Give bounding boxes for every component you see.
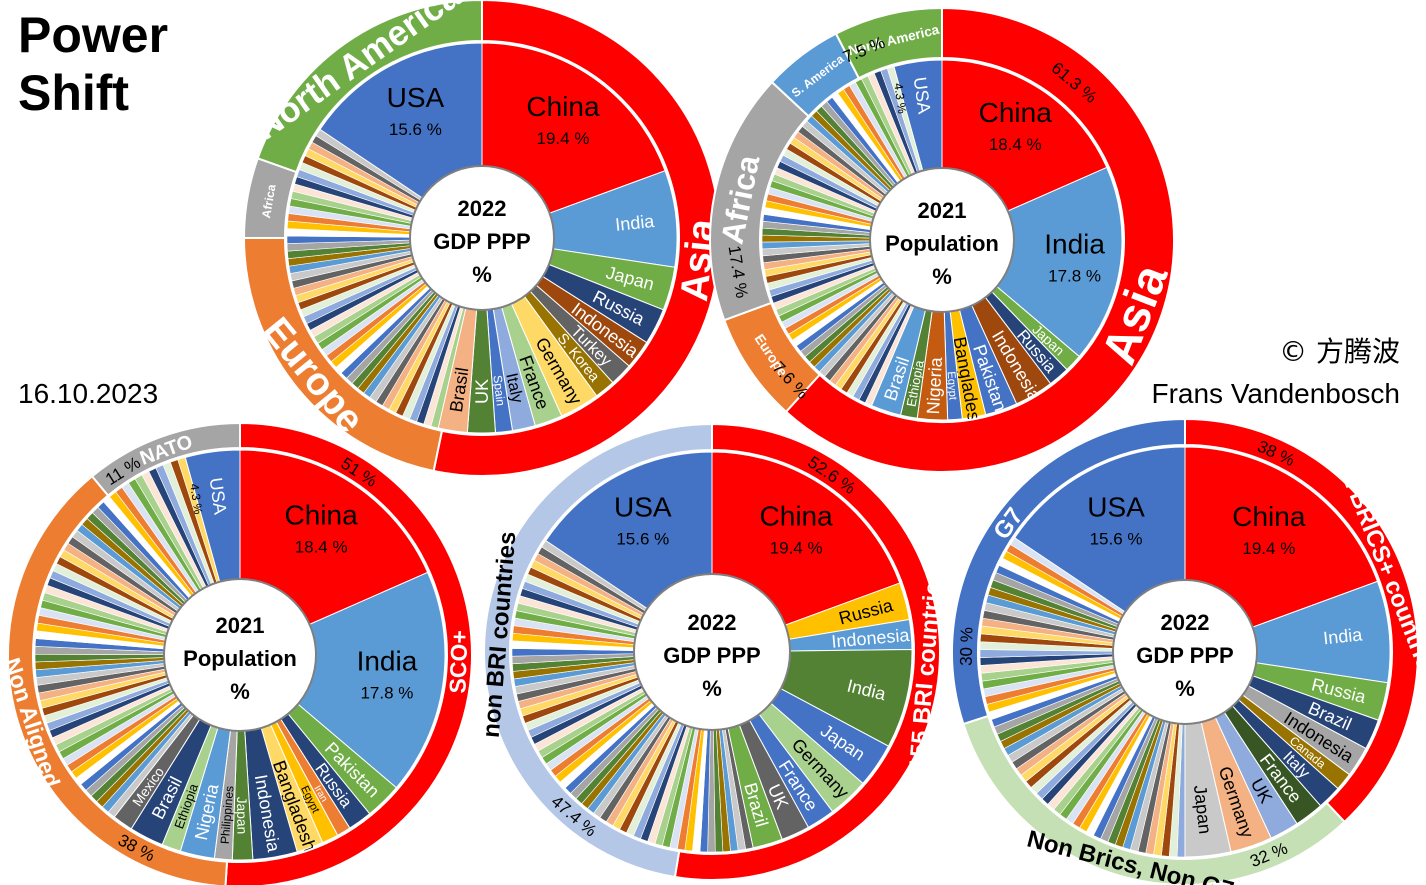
center-label-line-3: %: [472, 262, 492, 287]
slice-label-usa: USA: [206, 476, 231, 515]
slice-label-usa: USA: [1087, 492, 1145, 523]
slice-label-india: India: [614, 211, 656, 235]
center-label-line-1: 2021: [216, 613, 265, 638]
other-countries-slivers: [761, 66, 924, 407]
ring-asia: [784, 6, 1175, 473]
slice-label-usa: USA: [614, 491, 672, 522]
slice-label-india: India: [1322, 624, 1364, 648]
slice-label-india: India: [357, 645, 418, 676]
center-label-line-2: GDP PPP: [433, 229, 530, 254]
slice-value-china: 18.4 %: [989, 135, 1042, 154]
center-label-line-2: GDP PPP: [1136, 643, 1233, 668]
title-line-1: Power: [18, 7, 169, 63]
slice-value-india: 17.8 %: [360, 683, 413, 702]
center-hole: [409, 165, 555, 311]
slice-value-china: 19.4 %: [770, 538, 823, 557]
slice-value-usa: 15.6 %: [616, 529, 669, 548]
slice-label-china: China: [285, 500, 359, 531]
other-countries-slivers: [34, 457, 221, 818]
center-label-line-3: %: [1175, 676, 1195, 701]
center-label-line-1: 2022: [688, 610, 737, 635]
slice-label-china: China: [979, 97, 1053, 128]
page-title: Power Shift: [18, 6, 168, 122]
slice-value-usa: 15.6 %: [389, 120, 442, 139]
center-hole: [1112, 579, 1258, 725]
center-hole: [633, 573, 791, 731]
center-label-line-3: %: [702, 676, 722, 701]
ring-north-america: [256, 0, 483, 174]
ring-label-sco: SCO+: [444, 630, 472, 694]
slice-value-india: 17.8 %: [1048, 266, 1101, 285]
ring-asia: [432, 0, 721, 477]
slice-label-china: China: [1232, 501, 1306, 532]
center-hole: [869, 167, 1015, 313]
center-label-line-1: 2021: [918, 198, 967, 223]
slice-value-china: 19.4 %: [537, 129, 590, 148]
slice-label-india: India: [1044, 228, 1105, 259]
slice-label-philippines: Philippines: [218, 785, 237, 844]
ring-non-bri-countries: [483, 422, 713, 879]
slice-label-china: China: [526, 91, 600, 122]
slice-label-egypt: Egypt: [945, 371, 959, 401]
slice-label-spain: Spain: [490, 374, 507, 406]
center-label-line-2: Population: [885, 231, 999, 256]
center-label-line-2: GDP PPP: [663, 643, 760, 668]
slice-label-nigeria: Nigeria: [923, 356, 946, 415]
center-label-line-3: %: [230, 679, 250, 704]
ring-g7: [951, 417, 1186, 726]
ring-pct-g7: 30 %: [957, 627, 977, 666]
author-label: Frans Vandenbosch: [1151, 378, 1400, 409]
other-countries-slivers: [511, 540, 754, 853]
ring-label-africa: Africa: [259, 183, 279, 219]
ring-nato: [90, 421, 241, 497]
center-label-line-1: 2022: [458, 196, 507, 221]
slice-label-uk: UK: [472, 379, 492, 404]
ring-north-america: [834, 6, 943, 80]
center-label-line-2: Population: [183, 646, 297, 671]
slice-label-japan: Japan: [234, 797, 250, 835]
slice-value-usa: 4.3 %: [891, 82, 909, 115]
slice-value-china: 19.4 %: [1242, 539, 1295, 558]
date-label: 16.10.2023: [18, 378, 159, 409]
slice-label-usa: USA: [910, 76, 935, 115]
title-line-2: Shift: [18, 65, 130, 121]
copyright-label: © 方腾波: [1279, 335, 1400, 368]
slice-value-usa: 4.3 %: [187, 483, 205, 516]
center-label-line-3: %: [932, 264, 952, 289]
ring-sco: [224, 421, 474, 885]
slice-value-china: 18.4 %: [295, 538, 348, 557]
slice-label-china: China: [760, 500, 834, 531]
center-label-line-1: 2022: [1161, 610, 1210, 635]
slice-value-usa: 15.6 %: [1090, 530, 1143, 549]
center-hole: [163, 578, 317, 732]
slice-label-usa: USA: [387, 82, 445, 113]
other-countries-slivers: [979, 537, 1186, 858]
